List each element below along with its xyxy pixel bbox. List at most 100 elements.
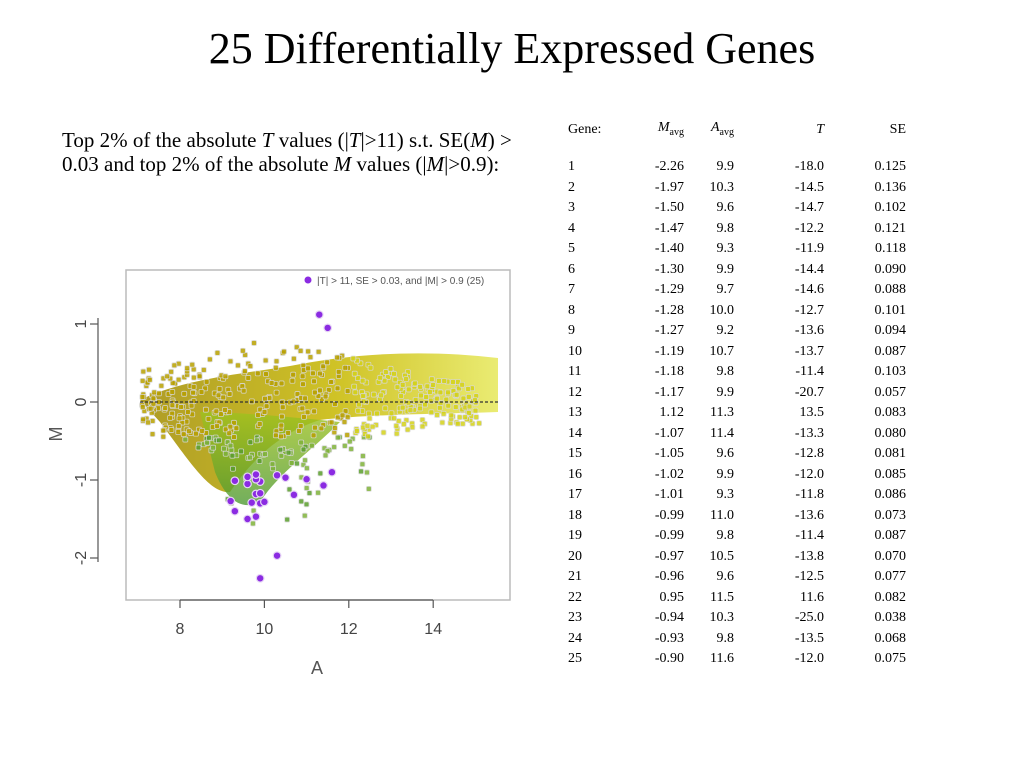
data-point xyxy=(472,407,479,414)
table-row: 17 -1.01 9.3 -11.8 0.086 xyxy=(568,485,906,506)
cell-a-avg: 9.2 xyxy=(716,323,735,339)
highlighted-gene-point xyxy=(230,506,240,516)
data-point xyxy=(430,382,436,388)
highlighted-gene-point xyxy=(230,476,240,486)
cell-gene: 13 xyxy=(568,405,582,421)
highlighted-gene-point xyxy=(259,497,269,507)
data-point xyxy=(285,449,292,456)
cell-m-avg: -2.26 xyxy=(654,159,684,175)
data-point xyxy=(205,415,212,422)
data-point xyxy=(473,414,480,421)
data-point xyxy=(233,425,240,432)
cell-t: -12.0 xyxy=(794,651,824,667)
data-point xyxy=(175,376,182,383)
cell-se: 0.085 xyxy=(874,466,907,482)
data-point xyxy=(149,431,156,437)
cell-se: 0.087 xyxy=(874,528,907,544)
cell-se: 0.118 xyxy=(875,241,906,257)
data-point xyxy=(391,370,397,377)
data-point xyxy=(278,452,285,459)
data-point xyxy=(303,485,310,491)
data-point xyxy=(322,452,329,459)
data-point xyxy=(298,498,305,505)
data-point xyxy=(299,373,306,380)
cell-a-avg: 9.3 xyxy=(716,487,735,503)
data-point xyxy=(204,439,211,446)
cell-gene: 7 xyxy=(568,282,575,298)
data-point xyxy=(261,409,268,415)
cell-m-avg: -1.30 xyxy=(654,261,684,277)
highlighted-gene-point xyxy=(251,512,261,522)
data-point xyxy=(417,405,423,412)
data-point xyxy=(380,429,387,436)
data-point xyxy=(289,377,296,384)
cell-gene: 1 xyxy=(568,159,575,175)
data-point xyxy=(400,421,407,428)
cell-m-avg: -1.07 xyxy=(654,425,684,441)
table-row: 12 -1.17 9.9 -20.7 0.057 xyxy=(568,383,906,404)
data-point xyxy=(369,423,376,430)
table-row: 10 -1.19 10.7 -13.7 0.087 xyxy=(568,342,906,363)
cell-se: 0.088 xyxy=(874,282,907,298)
data-point xyxy=(182,436,189,443)
cell-t: -12.2 xyxy=(794,220,824,236)
cell-m-avg: -0.96 xyxy=(654,569,684,585)
data-point xyxy=(227,358,234,365)
cell-t: -12.8 xyxy=(794,446,824,462)
cell-gene: 8 xyxy=(568,302,575,318)
data-point xyxy=(164,373,171,380)
table-row: 14 -1.07 11.4 -13.3 0.080 xyxy=(568,424,906,445)
data-point xyxy=(312,424,318,431)
data-point xyxy=(472,397,478,404)
data-point xyxy=(359,377,366,384)
data-point xyxy=(315,489,321,496)
data-point xyxy=(437,389,444,396)
cell-t: 11.6 xyxy=(800,589,824,605)
data-point xyxy=(263,403,270,410)
data-point xyxy=(300,381,306,388)
data-point xyxy=(214,349,221,356)
cell-gene: 10 xyxy=(568,343,582,359)
data-point xyxy=(151,389,158,396)
data-point xyxy=(256,458,263,465)
data-point xyxy=(453,391,460,398)
cell-t: -25.0 xyxy=(794,610,824,626)
data-point xyxy=(245,375,252,381)
cell-se: 0.094 xyxy=(874,323,907,339)
highlighted-gene-point xyxy=(226,496,236,506)
cell-a-avg: 9.6 xyxy=(716,446,735,462)
data-point xyxy=(176,415,183,422)
data-point xyxy=(294,460,300,467)
data-point xyxy=(445,402,452,409)
data-point xyxy=(459,420,466,427)
cell-a-avg: 10.3 xyxy=(709,179,735,195)
data-point xyxy=(203,378,210,385)
data-point xyxy=(393,422,400,429)
data-point xyxy=(185,409,191,415)
data-point xyxy=(184,365,191,372)
data-point xyxy=(348,446,355,452)
data-point xyxy=(305,365,311,372)
data-point xyxy=(160,427,167,434)
data-point xyxy=(342,408,349,414)
data-point xyxy=(393,430,400,437)
table-row: 9 -1.27 9.2 -13.6 0.094 xyxy=(568,321,906,342)
data-point xyxy=(150,395,157,402)
data-point xyxy=(262,395,268,402)
data-point xyxy=(358,468,364,475)
cell-t: -12.5 xyxy=(794,569,824,585)
cell-se: 0.125 xyxy=(874,159,907,175)
cell-m-avg: 1.12 xyxy=(659,405,685,421)
data-point xyxy=(302,457,308,464)
cell-se: 0.081 xyxy=(874,446,907,462)
data-point xyxy=(436,404,443,411)
table-row: 16 -1.02 9.9 -12.0 0.085 xyxy=(568,465,906,486)
data-point xyxy=(190,383,197,390)
data-point xyxy=(339,412,346,419)
data-point xyxy=(227,423,234,430)
data-point xyxy=(359,461,366,468)
plot-legend: |T| > 11, SE > 0.03, and |M| > 0.9 (25) xyxy=(304,276,484,287)
cell-t: -12.7 xyxy=(794,302,824,318)
highlighted-gene-point xyxy=(302,474,312,484)
cell-gene: 19 xyxy=(568,528,582,544)
